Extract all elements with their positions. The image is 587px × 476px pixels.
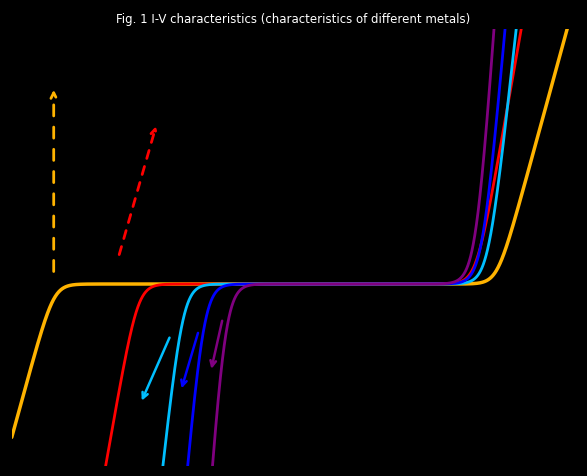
Title: Fig. 1 I-V characteristics (characteristics of different metals): Fig. 1 I-V characteristics (characterist… [116,13,471,26]
